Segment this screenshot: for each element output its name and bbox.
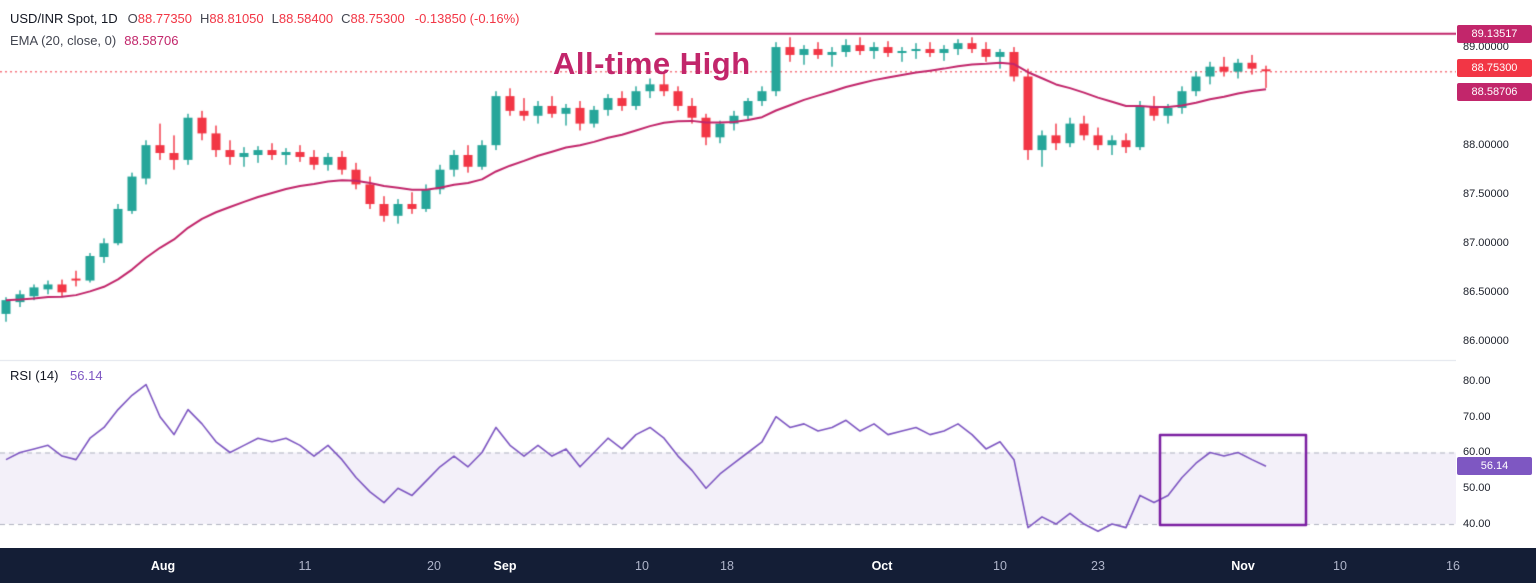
price-tick-label: 89.00000: [1463, 41, 1509, 54]
time-tick-label: 16: [1446, 558, 1460, 573]
price-scale[interactable]: 89.00000 88.00000 87.50000 87.00000 86.50000…: [1456, 0, 1536, 548]
open-value: O88.77350: [127, 10, 193, 26]
ema-legend-label: EMA (20, close, 0): [10, 32, 117, 48]
high-value: H88.81050: [200, 10, 264, 26]
time-tick-label: 10: [635, 558, 649, 573]
ema-legend-row[interactable]: EMA (20, close, 0) 88.58706: [10, 29, 520, 51]
ema-price-badge: 88.58706: [1457, 82, 1532, 101]
price-tick-label: 88.00000: [1463, 139, 1509, 152]
rsi-tick-label: 60.00: [1463, 446, 1491, 459]
price-tick-label: 87.00000: [1463, 237, 1509, 250]
time-tick-label: 10: [1333, 558, 1347, 573]
rsi-tick-label: 80.00: [1463, 374, 1491, 387]
price-tick-label: 87.50000: [1463, 188, 1509, 201]
all-time-high-annotation: All-time High: [553, 46, 751, 81]
time-tick-label: 23: [1091, 558, 1105, 573]
ath-price-badge: 89.13517: [1457, 24, 1532, 43]
rsi-tick-label: 40.00: [1463, 518, 1491, 531]
rsi-legend-label: RSI (14): [10, 368, 59, 383]
time-tick-label: 11: [298, 558, 312, 573]
time-tick-label: 10: [993, 558, 1007, 573]
rsi-legend-value: 56.14: [70, 368, 103, 383]
time-tick-label: Sep: [493, 558, 517, 573]
time-tick-label: 20: [427, 558, 441, 573]
rsi-tick-label: 70.00: [1463, 410, 1491, 423]
last-price-badge: 88.75300: [1457, 59, 1532, 78]
symbol-legend: USD/INR Spot, 1D O88.77350 H88.81050 L88…: [10, 7, 520, 51]
symbol-title: USD/INR Spot, 1D: [10, 10, 118, 26]
close-value: C88.75300: [341, 10, 405, 26]
time-tick-label: Nov: [1231, 558, 1255, 573]
time-scale[interactable]: Aug 11 20 Sep 10 18 Oct 10 23 Nov 10 16: [0, 548, 1536, 583]
ema-legend-value: 88.58706: [124, 32, 179, 48]
change-value: -0.13850 (-0.16%): [414, 10, 520, 26]
rsi-legend-row[interactable]: RSI (14) 56.14: [10, 368, 103, 383]
low-value: L88.58400: [271, 10, 334, 26]
time-tick-label: 18: [720, 558, 734, 573]
time-tick-label: Oct: [871, 558, 893, 573]
price-tick-label: 86.50000: [1463, 286, 1509, 299]
time-tick-label: Aug: [150, 558, 176, 573]
price-tick-label: 86.00000: [1463, 335, 1509, 348]
rsi-value-badge: 56.14: [1457, 457, 1532, 476]
rsi-tick-label: 50.00: [1463, 482, 1491, 495]
symbol-legend-row[interactable]: USD/INR Spot, 1D O88.77350 H88.81050 L88…: [10, 7, 520, 29]
